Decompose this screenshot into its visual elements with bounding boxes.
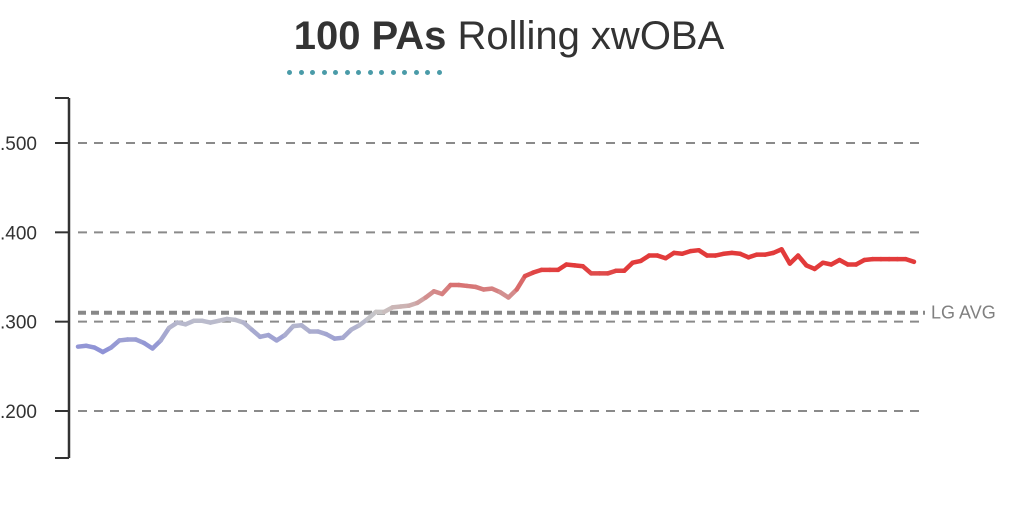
series-segment — [514, 273, 528, 292]
chart-title-rest: Rolling xwOBA — [457, 14, 725, 58]
series-segment — [903, 256, 917, 265]
y-tick-label: .400 — [0, 223, 37, 244]
y-tick-label: .200 — [0, 402, 37, 423]
series-segment — [158, 325, 172, 343]
series-segment — [779, 247, 793, 266]
chart-title-bold: 100 PAs — [293, 14, 447, 58]
title-dotted-underline — [287, 70, 442, 80]
y-tick-label: .300 — [0, 313, 37, 334]
league-average-label: LG AVG — [931, 303, 996, 323]
chart-title: 100 PAs Rolling xwOBA — [0, 14, 1018, 59]
y-tick-label: .500 — [0, 134, 37, 155]
